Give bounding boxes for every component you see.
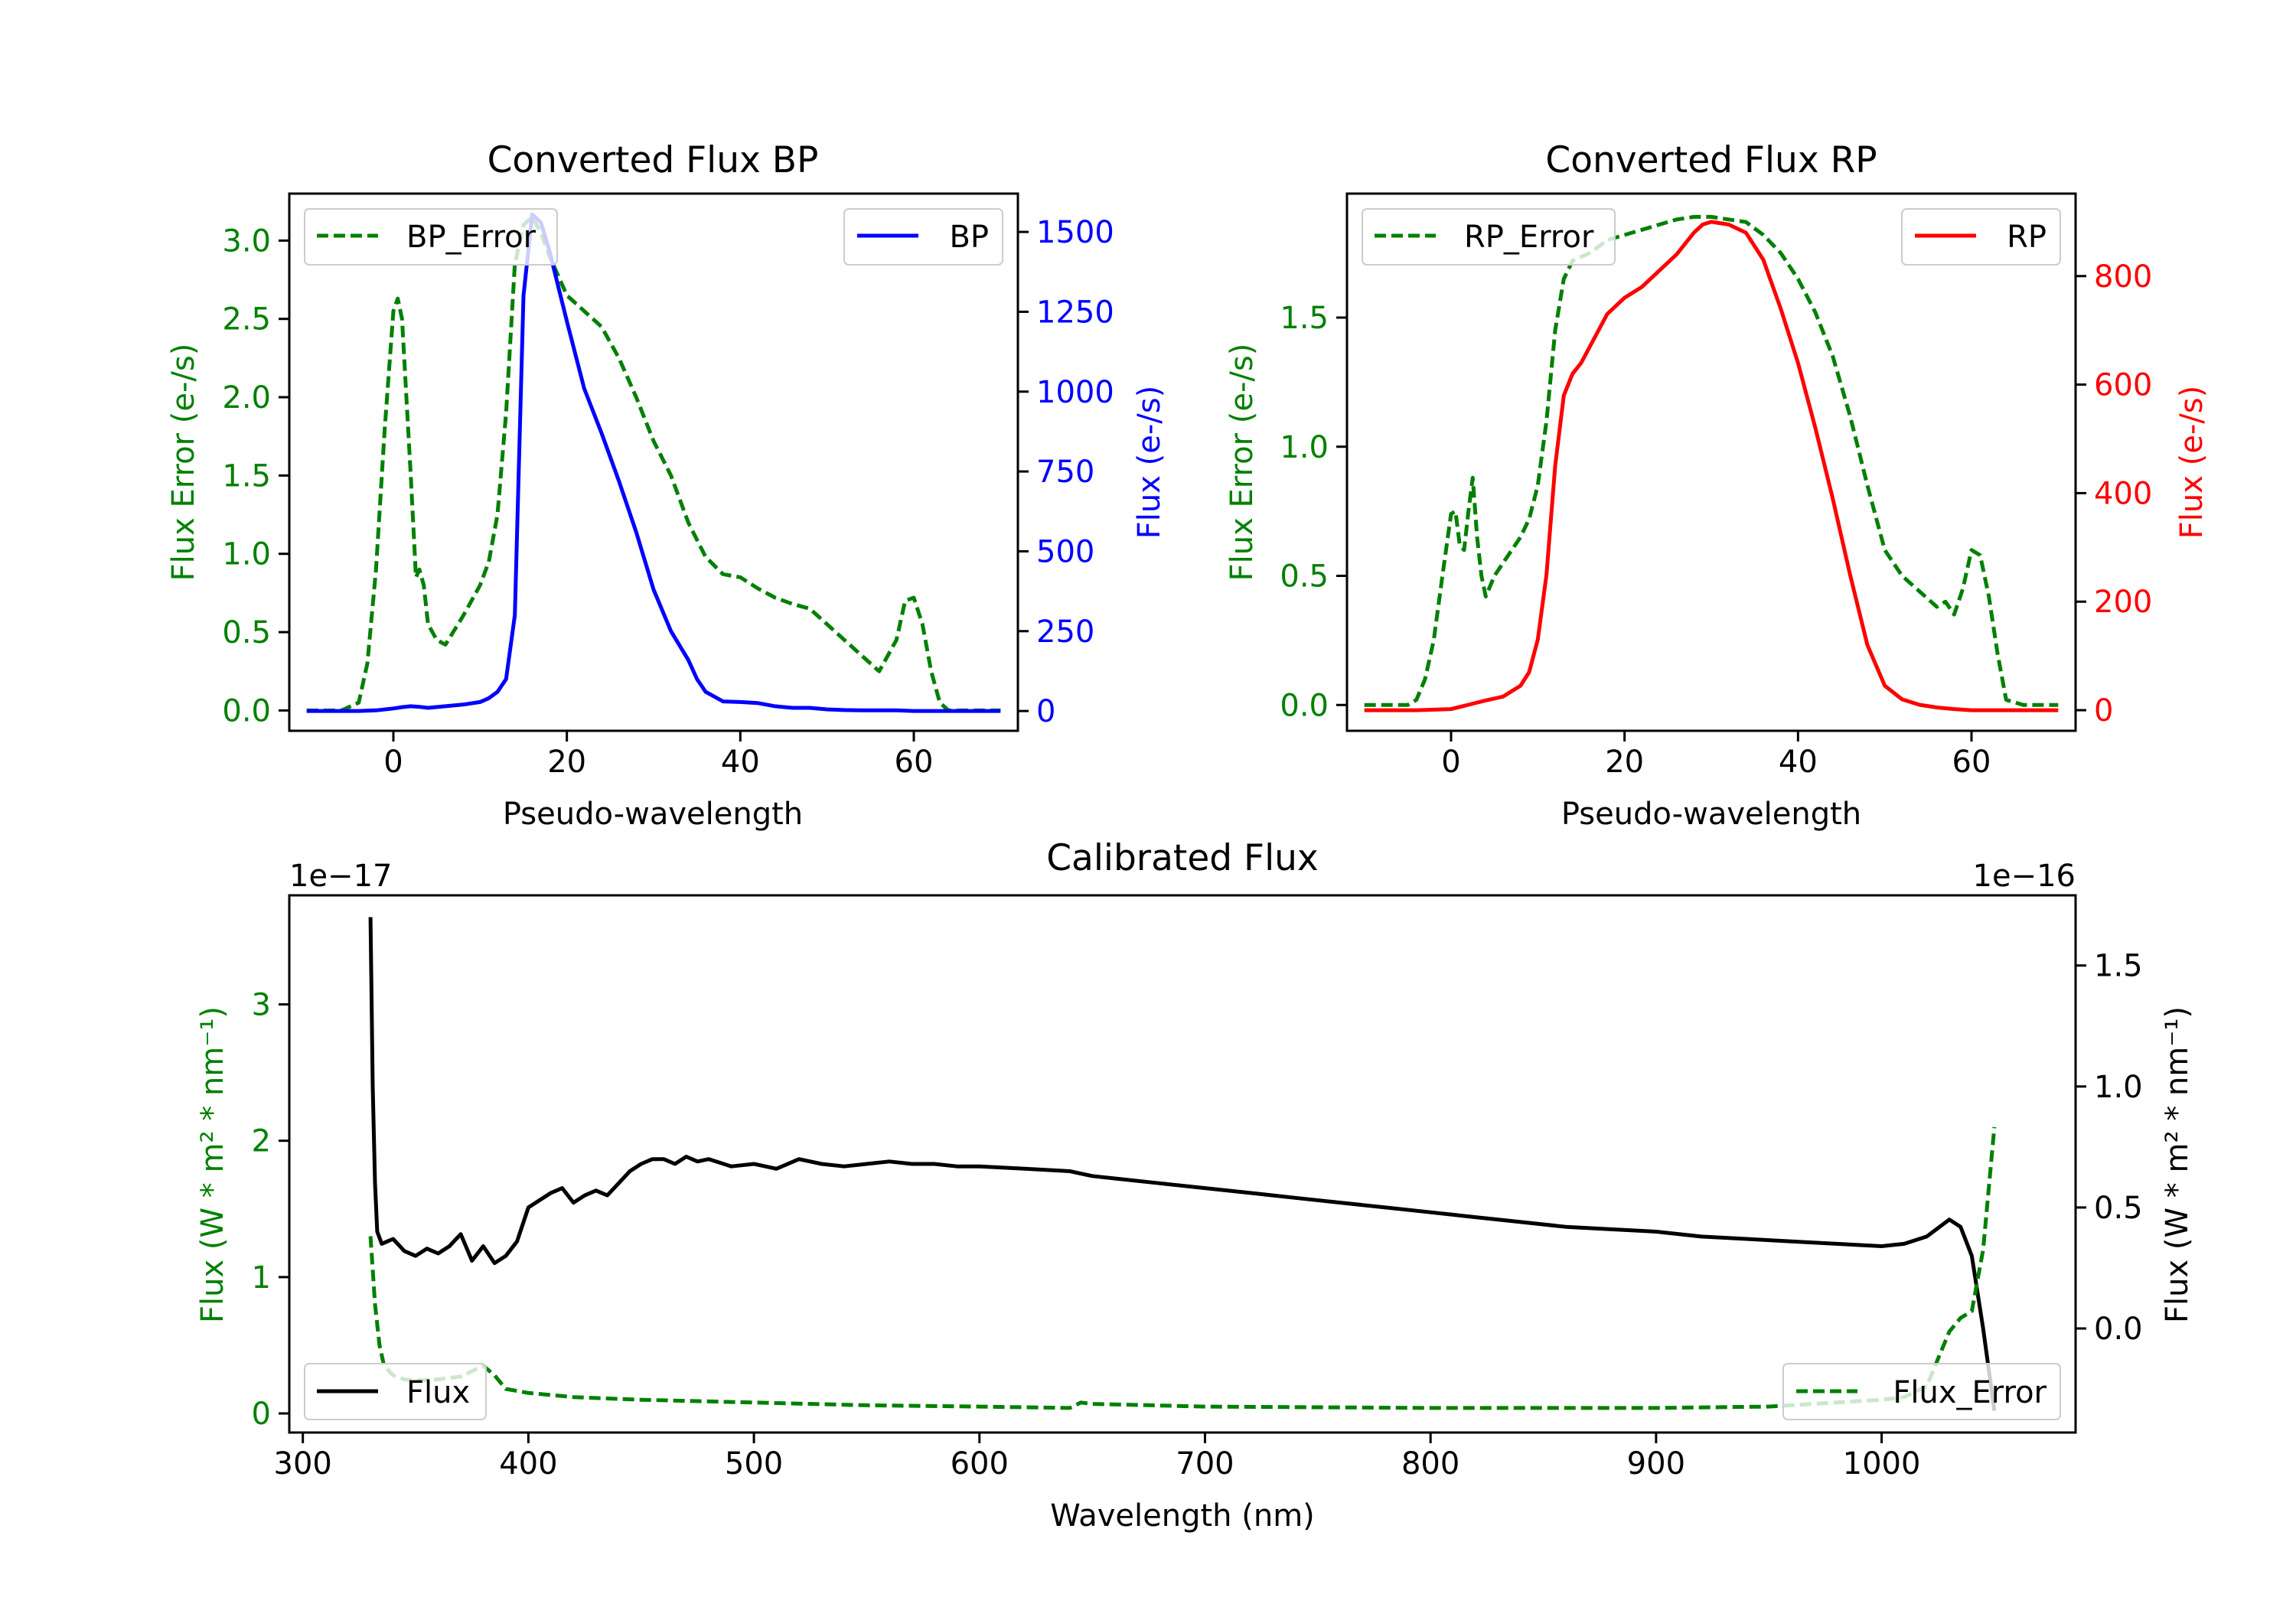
cal-ylabel-left: Flux (W * m² * nm⁻¹) [195, 1006, 230, 1323]
rp-ytick-right-label: 400 [2094, 476, 2152, 511]
cal-series-flux [368, 917, 1997, 1411]
cal-xtick-label: 800 [1401, 1446, 1459, 1482]
bp-ytick-left-label: 0.5 [222, 615, 271, 650]
rp-ytick-left-label: 1.0 [1280, 430, 1329, 465]
cal-ytick-right-label: 0.0 [2094, 1312, 2143, 1347]
rp-legend-left: RP_Error [1362, 208, 1616, 266]
cal-offset-right: 1e−16 [1973, 859, 2076, 894]
rp-ytick-right-label: 800 [2094, 259, 2152, 295]
bp-ytick-right-label: 1000 [1036, 375, 1114, 410]
rp-xtick-label: 20 [1605, 745, 1644, 780]
bp-axes-frame [288, 192, 1019, 732]
bp-xtick-label: 20 [547, 745, 586, 780]
cal-ytick-left-label: 3 [252, 988, 271, 1023]
rp-legend-right-box [1901, 208, 2061, 266]
bp-ylabel-left: Flux Error (e-/s) [166, 344, 201, 582]
cal-legend-right: Flux_Error [1782, 1363, 2061, 1420]
cal-ytick-left-label: 2 [252, 1124, 271, 1159]
bp-legend-right-box [843, 208, 1003, 266]
rp-ytick-right-label: 200 [2094, 585, 2152, 620]
bp-ytick-left-label: 3.0 [222, 223, 271, 259]
bp-legend-error-label: BP_Error [406, 220, 536, 255]
cal-ytick-left-label: 0 [252, 1397, 271, 1432]
rp-xlabel: Pseudo-wavelength [1561, 797, 1861, 832]
cal-title: Calibrated Flux [1046, 837, 1319, 879]
bp-series-bp-error [306, 215, 1001, 712]
cal-xlabel: Wavelength (nm) [1050, 1498, 1315, 1534]
bp-ytick-right-label: 0 [1036, 694, 1055, 729]
cal-legend-flux-label: Flux [406, 1375, 470, 1410]
rp-ytick-left-label: 0.0 [1280, 688, 1329, 723]
cal-xtick-label: 400 [499, 1446, 557, 1482]
cal-legend-left: Flux [304, 1363, 487, 1420]
rp-ytick-right-label: 600 [2094, 368, 2152, 403]
bp-ytick-right-label: 1500 [1036, 215, 1114, 250]
bp-ytick-right-label: 1250 [1036, 295, 1114, 330]
cal-legend-left-box [304, 1363, 487, 1420]
bp-legend-left: BP_Error [304, 208, 558, 266]
bp-xtick-label: 60 [895, 745, 934, 780]
cal-ytick-right-label: 0.5 [2094, 1191, 2143, 1226]
cal-ytick-right-label: 1.0 [2094, 1070, 2143, 1105]
cal-xtick-label: 500 [725, 1446, 783, 1482]
cal-panel: Calibrated Flux 1e−17 1e−16 Wavelength (… [195, 837, 2195, 1534]
rp-series-rp [1364, 220, 2059, 712]
rp-xtick-label: 60 [1952, 745, 1991, 780]
bp-legend-right: BP [843, 208, 1003, 266]
bp-ylabel-right: Flux (e-/s) [1132, 386, 1167, 539]
cal-xtick-label: 900 [1627, 1446, 1685, 1482]
cal-xtick-label: 600 [951, 1446, 1009, 1482]
rp-ytick-left-label: 1.5 [1280, 301, 1329, 336]
rp-ytick-right-label: 0 [2094, 693, 2113, 729]
cal-ytick-left-label: 1 [252, 1260, 271, 1296]
bp-ytick-right-label: 750 [1036, 455, 1094, 490]
rp-xtick-label: 0 [1441, 745, 1460, 780]
bp-legend-flux-label: BP [949, 220, 989, 255]
cal-ytick-right-label: 1.5 [2094, 949, 2143, 984]
bp-ytick-right-label: 500 [1036, 534, 1094, 569]
rp-panel: Converted Flux RP Pseudo-wavelength Flux… [1225, 139, 2210, 832]
bp-xtick-label: 40 [721, 745, 760, 780]
bp-ytick-left-label: 1.5 [222, 458, 271, 494]
bp-title: Converted Flux BP [488, 139, 819, 181]
rp-legend-error-label: RP_Error [1464, 220, 1594, 255]
rp-xtick-label: 40 [1779, 745, 1818, 780]
bp-ytick-left-label: 0.0 [222, 693, 271, 729]
cal-xtick-label: 1000 [1843, 1446, 1921, 1482]
rp-title: Converted Flux RP [1545, 139, 1877, 181]
cal-xtick-label: 300 [274, 1446, 332, 1482]
rp-axes-frame [1345, 192, 2077, 732]
rp-ytick-left-label: 0.5 [1280, 559, 1329, 595]
bp-ytick-left-label: 2.0 [222, 380, 271, 416]
cal-xtick-label: 700 [1176, 1446, 1234, 1482]
rp-legend-right: RP [1901, 208, 2061, 266]
rp-legend-flux-label: RP [2007, 220, 2047, 255]
rp-ylabel-left: Flux Error (e-/s) [1225, 344, 1260, 582]
bp-panel: Converted Flux BP Pseudo-wavelength Flux… [166, 139, 1167, 832]
bp-ytick-left-label: 1.0 [222, 537, 271, 572]
cal-offset-left: 1e−17 [289, 859, 392, 894]
bp-ytick-left-label: 2.5 [222, 302, 271, 337]
cal-axes-frame [288, 894, 2077, 1434]
cal-legend-error-label: Flux_Error [1893, 1375, 2047, 1410]
rp-ylabel-right: Flux (e-/s) [2174, 386, 2210, 539]
bp-xlabel: Pseudo-wavelength [503, 797, 803, 832]
bp-ytick-right-label: 250 [1036, 614, 1094, 650]
bp-xtick-label: 0 [383, 745, 403, 780]
cal-ylabel-right: Flux (W * m² * nm⁻¹) [2160, 1006, 2195, 1323]
rp-series-rp-error [1364, 214, 2059, 707]
bp-legend-left-box [304, 208, 558, 266]
bp-series-bp [306, 212, 1001, 713]
rp-legend-left-box [1362, 208, 1616, 266]
cal-legend-right-box [1782, 1363, 2061, 1420]
